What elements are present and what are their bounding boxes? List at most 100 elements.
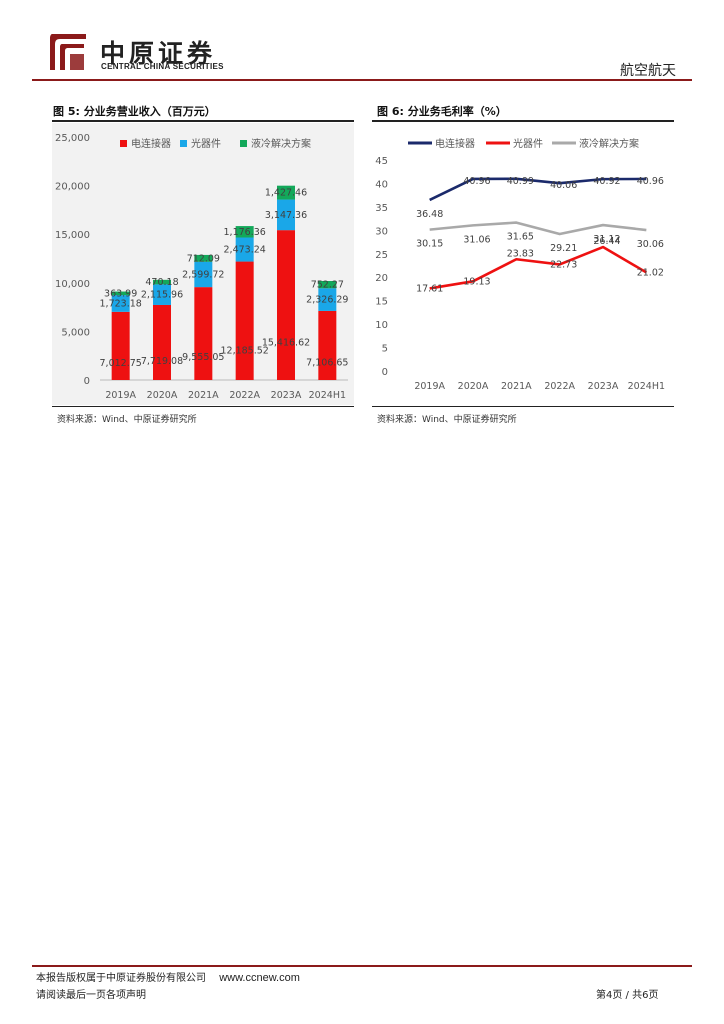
company-name-cn: 中原证券: [100, 39, 217, 68]
figure-5-bottom-rule: [52, 406, 354, 407]
bar-segment-2: [153, 279, 171, 285]
figure-6-source: 资料来源：Wind、中原证券研究所: [377, 415, 517, 425]
x-tick-label: 2023A: [271, 390, 302, 401]
bar-segment-2: [277, 185, 295, 200]
bar-segment-0: [153, 304, 171, 380]
bar-segment-2: [194, 254, 213, 262]
data-label: 36.48: [416, 209, 443, 220]
chart-background: [372, 123, 674, 405]
series-line-2: [429, 221, 647, 236]
bar-segment-2: [235, 226, 254, 238]
y-tick-label: 40: [375, 179, 388, 190]
x-tick-label: 2024H1: [628, 381, 665, 392]
bar-segment-0: [235, 261, 254, 380]
company-name-en: CENTRAL CHINA SECURITIES: [101, 62, 224, 71]
x-tick-label: 2019A: [414, 381, 445, 392]
y-tick-label: 10,000: [55, 279, 90, 290]
data-label: 30.15: [416, 239, 443, 250]
data-label: 2,115.96: [141, 290, 183, 301]
y-tick-label: 15: [375, 297, 388, 308]
footer-copyright: 本报告版权属于中原证券股份有限公司 www.ccnew.com: [36, 969, 300, 984]
footer-divider: [32, 965, 692, 967]
bar-segment-0: [318, 310, 337, 380]
data-label: 15,416.62: [262, 338, 310, 349]
x-tick-label: 2020A: [147, 390, 178, 401]
legend-label: 光器件: [191, 137, 221, 150]
data-label: 17.61: [416, 283, 443, 294]
bar-segment-0: [194, 287, 213, 380]
figure-6-title: 图 6: 分业务毛利率（%）: [377, 105, 507, 118]
data-label: 40.96: [637, 176, 664, 187]
gross-margin-line-chart: 0 5 10 15 20 25 30 35 40 45 2019A 2020A 2021A 2022A 20…: [372, 123, 674, 405]
data-label: 31.12: [593, 234, 620, 245]
data-label: 712.09: [187, 253, 220, 264]
data-label: 1,176.36: [224, 227, 266, 238]
data-label: 470.18: [145, 277, 178, 288]
legend-label: 液冷解决方案: [579, 137, 639, 150]
figure-6-bottom-rule: [372, 406, 674, 407]
bar-segment-1: [277, 199, 295, 231]
figure-6-top-rule: [372, 120, 674, 122]
website-link[interactable]: www.ccnew.com: [219, 972, 300, 984]
bar-segment-1: [194, 261, 213, 288]
data-label: 3,147.36: [265, 210, 307, 221]
data-label: 31.65: [507, 232, 534, 243]
data-label: 22.73: [550, 259, 577, 270]
data-label: 19.13: [463, 276, 490, 287]
y-tick-label: 20,000: [55, 182, 90, 193]
y-tick-label: 0: [382, 367, 388, 378]
data-label: 23.83: [507, 248, 534, 259]
x-tick-label: 2021A: [188, 390, 219, 401]
x-tick-label: 2019A: [105, 390, 136, 401]
series-line-1: [429, 245, 647, 290]
data-label: 40.06: [550, 180, 577, 191]
x-tick-label: 2024H1: [309, 390, 346, 401]
x-tick-label: 2020A: [458, 381, 489, 392]
data-label: 7,106.65: [306, 358, 348, 369]
page-header: 中原证券 CENTRAL CHINA SECURITIES 航空航天: [0, 0, 724, 81]
legend-label: 电连接器: [435, 137, 475, 150]
data-label: 40.99: [507, 176, 534, 187]
data-label: 9,555.05: [182, 352, 224, 363]
legend-swatch: [240, 140, 247, 147]
data-label: 40.92: [593, 176, 620, 187]
data-label: 7,719.08: [141, 356, 183, 367]
footer-disclaimer: 请阅读最后一页各项声明: [36, 990, 146, 1001]
data-label: 12,185.52: [220, 345, 268, 356]
data-label: 363.99: [104, 288, 137, 299]
legend-swatch: [120, 140, 127, 147]
y-tick-label: 0: [84, 376, 90, 387]
data-label: 2,473.24: [224, 245, 266, 256]
x-tick-label: 2021A: [501, 381, 532, 392]
x-tick-label: 2022A: [544, 381, 575, 392]
bar-segment-1: [318, 288, 337, 311]
data-label: 752.27: [311, 280, 344, 291]
legend-label: 液冷解决方案: [251, 137, 311, 150]
bar-segment-1: [153, 284, 171, 305]
company-logo-icon: [48, 32, 88, 72]
figure-5-source: 资料来源：Wind、中原证券研究所: [57, 415, 197, 425]
data-label: 31.06: [463, 234, 490, 245]
data-label: 40.96: [463, 176, 490, 187]
header-divider: [32, 79, 692, 81]
y-tick-label: 45: [375, 156, 388, 167]
data-label: 26.44: [593, 236, 620, 247]
bar-segment-2: [318, 280, 337, 289]
data-label: 30.06: [637, 239, 664, 250]
x-tick-label: 2022A: [229, 390, 260, 401]
copyright-text: 本报告版权属于中原证券股份有限公司: [36, 973, 206, 984]
bar-segment-0: [277, 230, 295, 380]
data-label: 1,427.46: [265, 188, 307, 199]
y-tick-label: 15,000: [55, 230, 90, 241]
revenue-stacked-bar-chart: 0 5,000 10,000 15,000 20,000 25,000 2019A 7,012…: [52, 123, 354, 405]
legend-label: 光器件: [513, 137, 543, 150]
figure-5-top-rule: [52, 120, 354, 122]
data-label: 7,012.75: [100, 358, 142, 369]
data-label: 29.21: [550, 243, 577, 254]
data-label: 1,723.18: [100, 298, 142, 309]
legend-label: 电连接器: [131, 137, 171, 150]
data-label: 2,326.29: [306, 295, 348, 306]
page-number: 第4页 / 共6页: [596, 990, 659, 1001]
y-tick-label: 5: [382, 344, 388, 355]
y-tick-label: 5,000: [61, 327, 90, 338]
